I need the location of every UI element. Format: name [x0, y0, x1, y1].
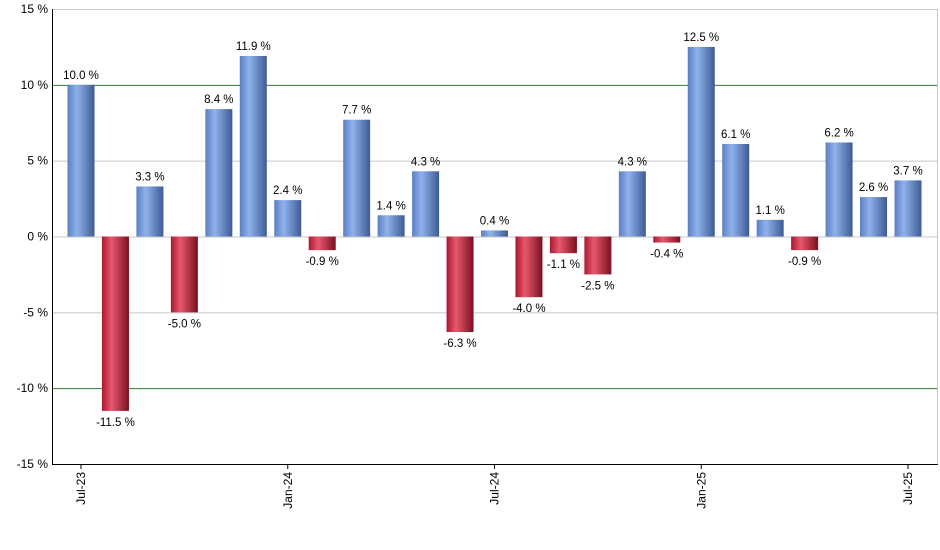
data-label: -0.4 % [650, 249, 683, 261]
x-tick-label: Jul-23 [74, 472, 88, 505]
y-tick-label: 0 % [27, 230, 48, 244]
bar-Jul-25 [894, 180, 922, 237]
data-label: 7.7 % [342, 105, 371, 117]
bar-Dec-23 [239, 56, 267, 237]
data-label: 10.0 % [63, 70, 99, 82]
data-label: -2.5 % [581, 280, 614, 292]
x-tick-label: Jul-25 [901, 472, 915, 505]
bar-May-24 [412, 171, 440, 237]
axes: 15 % 10 % 5 % 0 % -5 % -10 % -15 % Jul-23 Jan-24… [17, 2, 938, 509]
bar-Feb-24 [308, 236, 336, 251]
bars [67, 46, 922, 411]
bar-Oct-23 [170, 236, 198, 313]
data-label: 11.9 % [236, 41, 271, 53]
bar-Sep-24 [549, 236, 577, 254]
x-tick-label: Jan-24 [281, 472, 295, 509]
data-label: -6.3 % [443, 338, 476, 350]
bar-Sep-23 [136, 186, 164, 237]
data-label: -5.0 % [168, 318, 201, 330]
bar-Jun-24 [446, 236, 474, 333]
bar-Jul-24 [481, 230, 508, 237]
bar-Nov-24 [618, 171, 646, 237]
bar-Feb-25 [722, 143, 750, 237]
data-label: 3.7 % [893, 165, 922, 177]
data-label: 8.4 % [204, 94, 233, 106]
bar-Aug-23 [101, 236, 129, 411]
y-tick-label: 10 % [21, 78, 49, 92]
data-label: 2.4 % [273, 185, 302, 197]
data-label: 6.2 % [824, 127, 853, 139]
data-label: 6.1 % [721, 129, 750, 141]
y-tick-label: -10 % [17, 381, 49, 395]
bar-Mar-24 [343, 119, 371, 237]
y-tick-label: -15 % [17, 457, 49, 471]
bar-Oct-24 [584, 236, 612, 275]
bar-Dec-24 [653, 236, 681, 243]
bar-Aug-24 [515, 236, 543, 298]
y-tick-label: 5 % [27, 154, 48, 168]
y-tick-label: 15 % [21, 2, 49, 16]
data-label: 3.3 % [135, 171, 164, 183]
data-label: -1.1 % [547, 259, 580, 271]
bar-Jan-24 [274, 200, 302, 237]
bar-Jun-25 [860, 197, 888, 237]
y-tick-label: -5 % [23, 305, 48, 319]
data-label: -0.9 % [788, 256, 821, 268]
bar-Mar-25 [756, 219, 784, 237]
data-label: -0.9 % [306, 256, 339, 268]
bar-Apr-25 [791, 236, 819, 251]
data-label: 1.4 % [376, 200, 405, 212]
bar-Jan-25 [687, 46, 715, 237]
data-label: 4.3 % [618, 156, 647, 168]
bar-Apr-24 [377, 215, 405, 237]
bar-Nov-23 [205, 109, 233, 237]
data-label: 1.1 % [755, 205, 784, 217]
data-label: 12.5 % [683, 32, 719, 44]
data-label: 0.4 % [480, 215, 509, 227]
x-tick-label: Jul-24 [488, 472, 502, 505]
data-labels: 10.0 % -11.5 % 3.3 % -5.0 % 8.4 % 11.9 % 2.4 %… [63, 32, 923, 429]
bar-May-25 [825, 142, 853, 237]
data-label: 4.3 % [411, 156, 440, 168]
x-tick-label: Jan-25 [694, 472, 708, 509]
bar-Jul-23 [67, 84, 95, 237]
data-label: 2.6 % [859, 182, 888, 194]
data-label: -4.0 % [512, 303, 545, 315]
data-label: -11.5 % [96, 417, 135, 429]
